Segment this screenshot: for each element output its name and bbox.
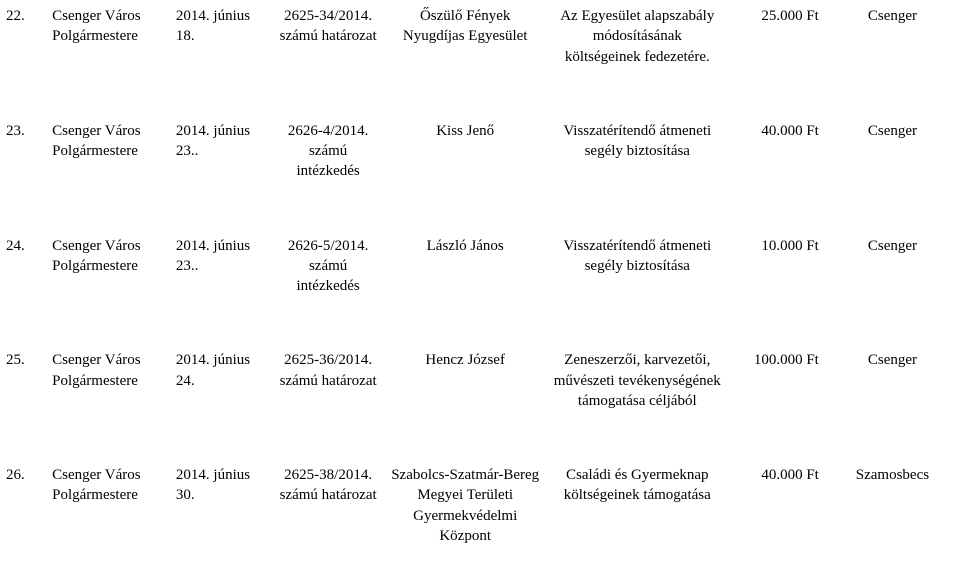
- table-row: 24. Csenger Város Polgármestere 2014. jú…: [0, 236, 960, 297]
- cell-date: 2014. június 23..: [170, 236, 273, 277]
- cell-doc: 2626-5/2014. számú intézkedés: [273, 236, 384, 297]
- cell-body: Csenger Város Polgármestere: [46, 6, 170, 47]
- cell-amount: 25.000 Ft: [728, 6, 825, 26]
- cell-purpose: Visszatérítendő átmeneti segély biztosít…: [547, 121, 728, 162]
- cell-index: 22.: [0, 6, 46, 26]
- cell-body: Csenger Város Polgármestere: [46, 465, 170, 506]
- cell-date: 2014. június 24.: [170, 350, 273, 391]
- cell-index: 25.: [0, 350, 46, 370]
- cell-location: Csenger: [825, 121, 960, 141]
- cell-location: Szamosbecs: [825, 465, 960, 485]
- table-row: 22. Csenger Város Polgármestere 2014. jú…: [0, 0, 960, 67]
- table-row: 23. Csenger Város Polgármestere 2014. jú…: [0, 121, 960, 182]
- cell-location: Csenger: [825, 236, 960, 256]
- cell-amount: 100.000 Ft: [728, 350, 825, 370]
- cell-purpose: Visszatérítendő átmeneti segély biztosít…: [547, 236, 728, 277]
- cell-index: 26.: [0, 465, 46, 485]
- cell-date: 2014. június 30.: [170, 465, 273, 506]
- table-row: 25. Csenger Város Polgármestere 2014. jú…: [0, 350, 960, 411]
- cell-doc: 2625-38/2014. számú határozat: [273, 465, 384, 506]
- cell-body: Csenger Város Polgármestere: [46, 121, 170, 162]
- document-page: 22. Csenger Város Polgármestere 2014. jú…: [0, 0, 960, 579]
- cell-subject: László János: [383, 236, 547, 256]
- table-row: 26. Csenger Város Polgármestere 2014. jú…: [0, 465, 960, 546]
- cell-subject: Kiss Jenő: [383, 121, 547, 141]
- cell-purpose: Zeneszerzői, karvezetői, művészeti tevék…: [547, 350, 728, 411]
- cell-amount: 40.000 Ft: [728, 465, 825, 485]
- cell-doc: 2626-4/2014. számú intézkedés: [273, 121, 384, 182]
- cell-body: Csenger Város Polgármestere: [46, 236, 170, 277]
- cell-doc: 2625-36/2014. számú határozat: [273, 350, 384, 391]
- cell-subject: Szabolcs-Szatmár-Bereg Megyei Területi G…: [383, 465, 547, 546]
- cell-index: 24.: [0, 236, 46, 256]
- cell-location: Csenger: [825, 350, 960, 370]
- cell-subject: Hencz József: [383, 350, 547, 370]
- cell-subject: Őszülő Fények Nyugdíjas Egyesület: [383, 6, 547, 47]
- cell-date: 2014. június 23..: [170, 121, 273, 162]
- cell-amount: 10.000 Ft: [728, 236, 825, 256]
- cell-index: 23.: [0, 121, 46, 141]
- cell-amount: 40.000 Ft: [728, 121, 825, 141]
- cell-doc: 2625-34/2014. számú határozat: [273, 6, 384, 47]
- cell-body: Csenger Város Polgármestere: [46, 350, 170, 391]
- cell-purpose: Az Egyesület alapszabály módosításának k…: [547, 6, 728, 67]
- cell-date: 2014. június 18.: [170, 6, 273, 47]
- cell-location: Csenger: [825, 6, 960, 26]
- cell-purpose: Családi és Gyermeknap költségeinek támog…: [547, 465, 728, 506]
